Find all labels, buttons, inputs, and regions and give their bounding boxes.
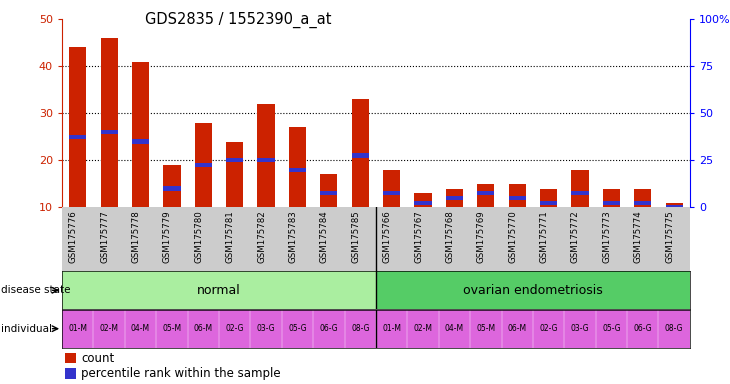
Text: GSM175781: GSM175781 bbox=[226, 210, 235, 263]
Text: GSM175784: GSM175784 bbox=[320, 210, 328, 263]
Text: GSM175770: GSM175770 bbox=[508, 210, 517, 263]
Text: count: count bbox=[81, 351, 114, 364]
Bar bbox=[666, 205, 683, 210]
Bar bbox=[415, 200, 431, 205]
Bar bbox=[226, 158, 243, 162]
Text: GSM175783: GSM175783 bbox=[288, 210, 298, 263]
Text: GSM175776: GSM175776 bbox=[69, 210, 78, 263]
Text: 02-M: 02-M bbox=[413, 324, 433, 333]
Bar bbox=[226, 142, 243, 207]
Bar bbox=[195, 123, 212, 207]
Text: 01-M: 01-M bbox=[68, 324, 88, 333]
Text: 06-M: 06-M bbox=[193, 324, 213, 333]
Text: GSM175778: GSM175778 bbox=[131, 210, 140, 263]
Bar bbox=[666, 203, 683, 207]
Text: GSM175779: GSM175779 bbox=[163, 210, 172, 263]
Text: disease state: disease state bbox=[1, 285, 70, 295]
Bar bbox=[352, 99, 369, 207]
Bar bbox=[376, 271, 690, 309]
Bar bbox=[383, 170, 400, 207]
Text: GSM175773: GSM175773 bbox=[602, 210, 612, 263]
Bar bbox=[258, 158, 274, 162]
Text: GSM175771: GSM175771 bbox=[539, 210, 549, 263]
Text: GSM175780: GSM175780 bbox=[194, 210, 203, 263]
Bar bbox=[446, 196, 463, 200]
Text: 05-M: 05-M bbox=[162, 324, 182, 333]
Bar bbox=[572, 191, 588, 195]
Text: percentile rank within the sample: percentile rank within the sample bbox=[81, 367, 280, 380]
Text: 08-G: 08-G bbox=[665, 324, 683, 333]
Bar bbox=[634, 189, 651, 207]
Text: GSM175775: GSM175775 bbox=[665, 210, 675, 263]
Bar bbox=[509, 184, 526, 207]
Bar bbox=[132, 61, 149, 207]
Text: GSM175782: GSM175782 bbox=[257, 210, 266, 263]
Bar bbox=[634, 200, 651, 205]
Bar bbox=[352, 154, 369, 158]
Bar bbox=[258, 104, 274, 207]
Bar bbox=[289, 167, 306, 172]
Text: GSM175772: GSM175772 bbox=[571, 210, 580, 263]
Text: 03-G: 03-G bbox=[571, 324, 589, 333]
Bar bbox=[572, 170, 588, 207]
Text: 03-G: 03-G bbox=[257, 324, 275, 333]
Bar bbox=[69, 48, 86, 207]
Bar bbox=[132, 139, 149, 144]
Bar bbox=[101, 130, 118, 134]
Bar bbox=[446, 189, 463, 207]
Text: GSM175777: GSM175777 bbox=[100, 210, 110, 263]
Text: 01-M: 01-M bbox=[382, 324, 402, 333]
Text: 02-G: 02-G bbox=[539, 324, 558, 333]
Bar bbox=[69, 135, 86, 139]
Bar bbox=[320, 191, 337, 195]
Text: individual: individual bbox=[1, 324, 52, 334]
Text: GSM175766: GSM175766 bbox=[383, 210, 391, 263]
Bar bbox=[164, 186, 180, 191]
Text: GDS2835 / 1552390_a_at: GDS2835 / 1552390_a_at bbox=[145, 12, 331, 28]
Text: GSM175774: GSM175774 bbox=[634, 210, 642, 263]
Bar bbox=[415, 193, 431, 207]
Bar bbox=[603, 200, 620, 205]
Bar bbox=[477, 184, 494, 207]
Text: 05-G: 05-G bbox=[288, 324, 307, 333]
Text: 02-G: 02-G bbox=[226, 324, 244, 333]
Text: 05-M: 05-M bbox=[476, 324, 496, 333]
Bar bbox=[477, 191, 494, 195]
Text: 06-G: 06-G bbox=[320, 324, 338, 333]
Text: 06-M: 06-M bbox=[507, 324, 527, 333]
Bar bbox=[540, 200, 557, 205]
Text: normal: normal bbox=[197, 284, 241, 297]
Text: GSM175785: GSM175785 bbox=[351, 210, 361, 263]
Bar bbox=[101, 38, 118, 207]
Text: 04-M: 04-M bbox=[445, 324, 464, 333]
Text: 05-G: 05-G bbox=[602, 324, 620, 333]
Text: 04-M: 04-M bbox=[131, 324, 150, 333]
Bar bbox=[509, 196, 526, 200]
Bar bbox=[540, 189, 557, 207]
Text: GSM175767: GSM175767 bbox=[414, 210, 423, 263]
Text: 06-G: 06-G bbox=[634, 324, 652, 333]
Text: 02-M: 02-M bbox=[99, 324, 119, 333]
Text: GSM175769: GSM175769 bbox=[477, 210, 486, 263]
Text: GSM175768: GSM175768 bbox=[445, 210, 454, 263]
Text: 08-G: 08-G bbox=[351, 324, 369, 333]
Bar bbox=[62, 271, 376, 309]
Bar bbox=[383, 191, 400, 195]
Bar bbox=[320, 174, 337, 207]
Text: ovarian endometriosis: ovarian endometriosis bbox=[463, 284, 603, 297]
Bar bbox=[603, 189, 620, 207]
Bar bbox=[164, 165, 180, 207]
Bar bbox=[195, 163, 212, 167]
Bar bbox=[65, 353, 76, 363]
Bar bbox=[65, 368, 76, 379]
Bar bbox=[289, 127, 306, 207]
